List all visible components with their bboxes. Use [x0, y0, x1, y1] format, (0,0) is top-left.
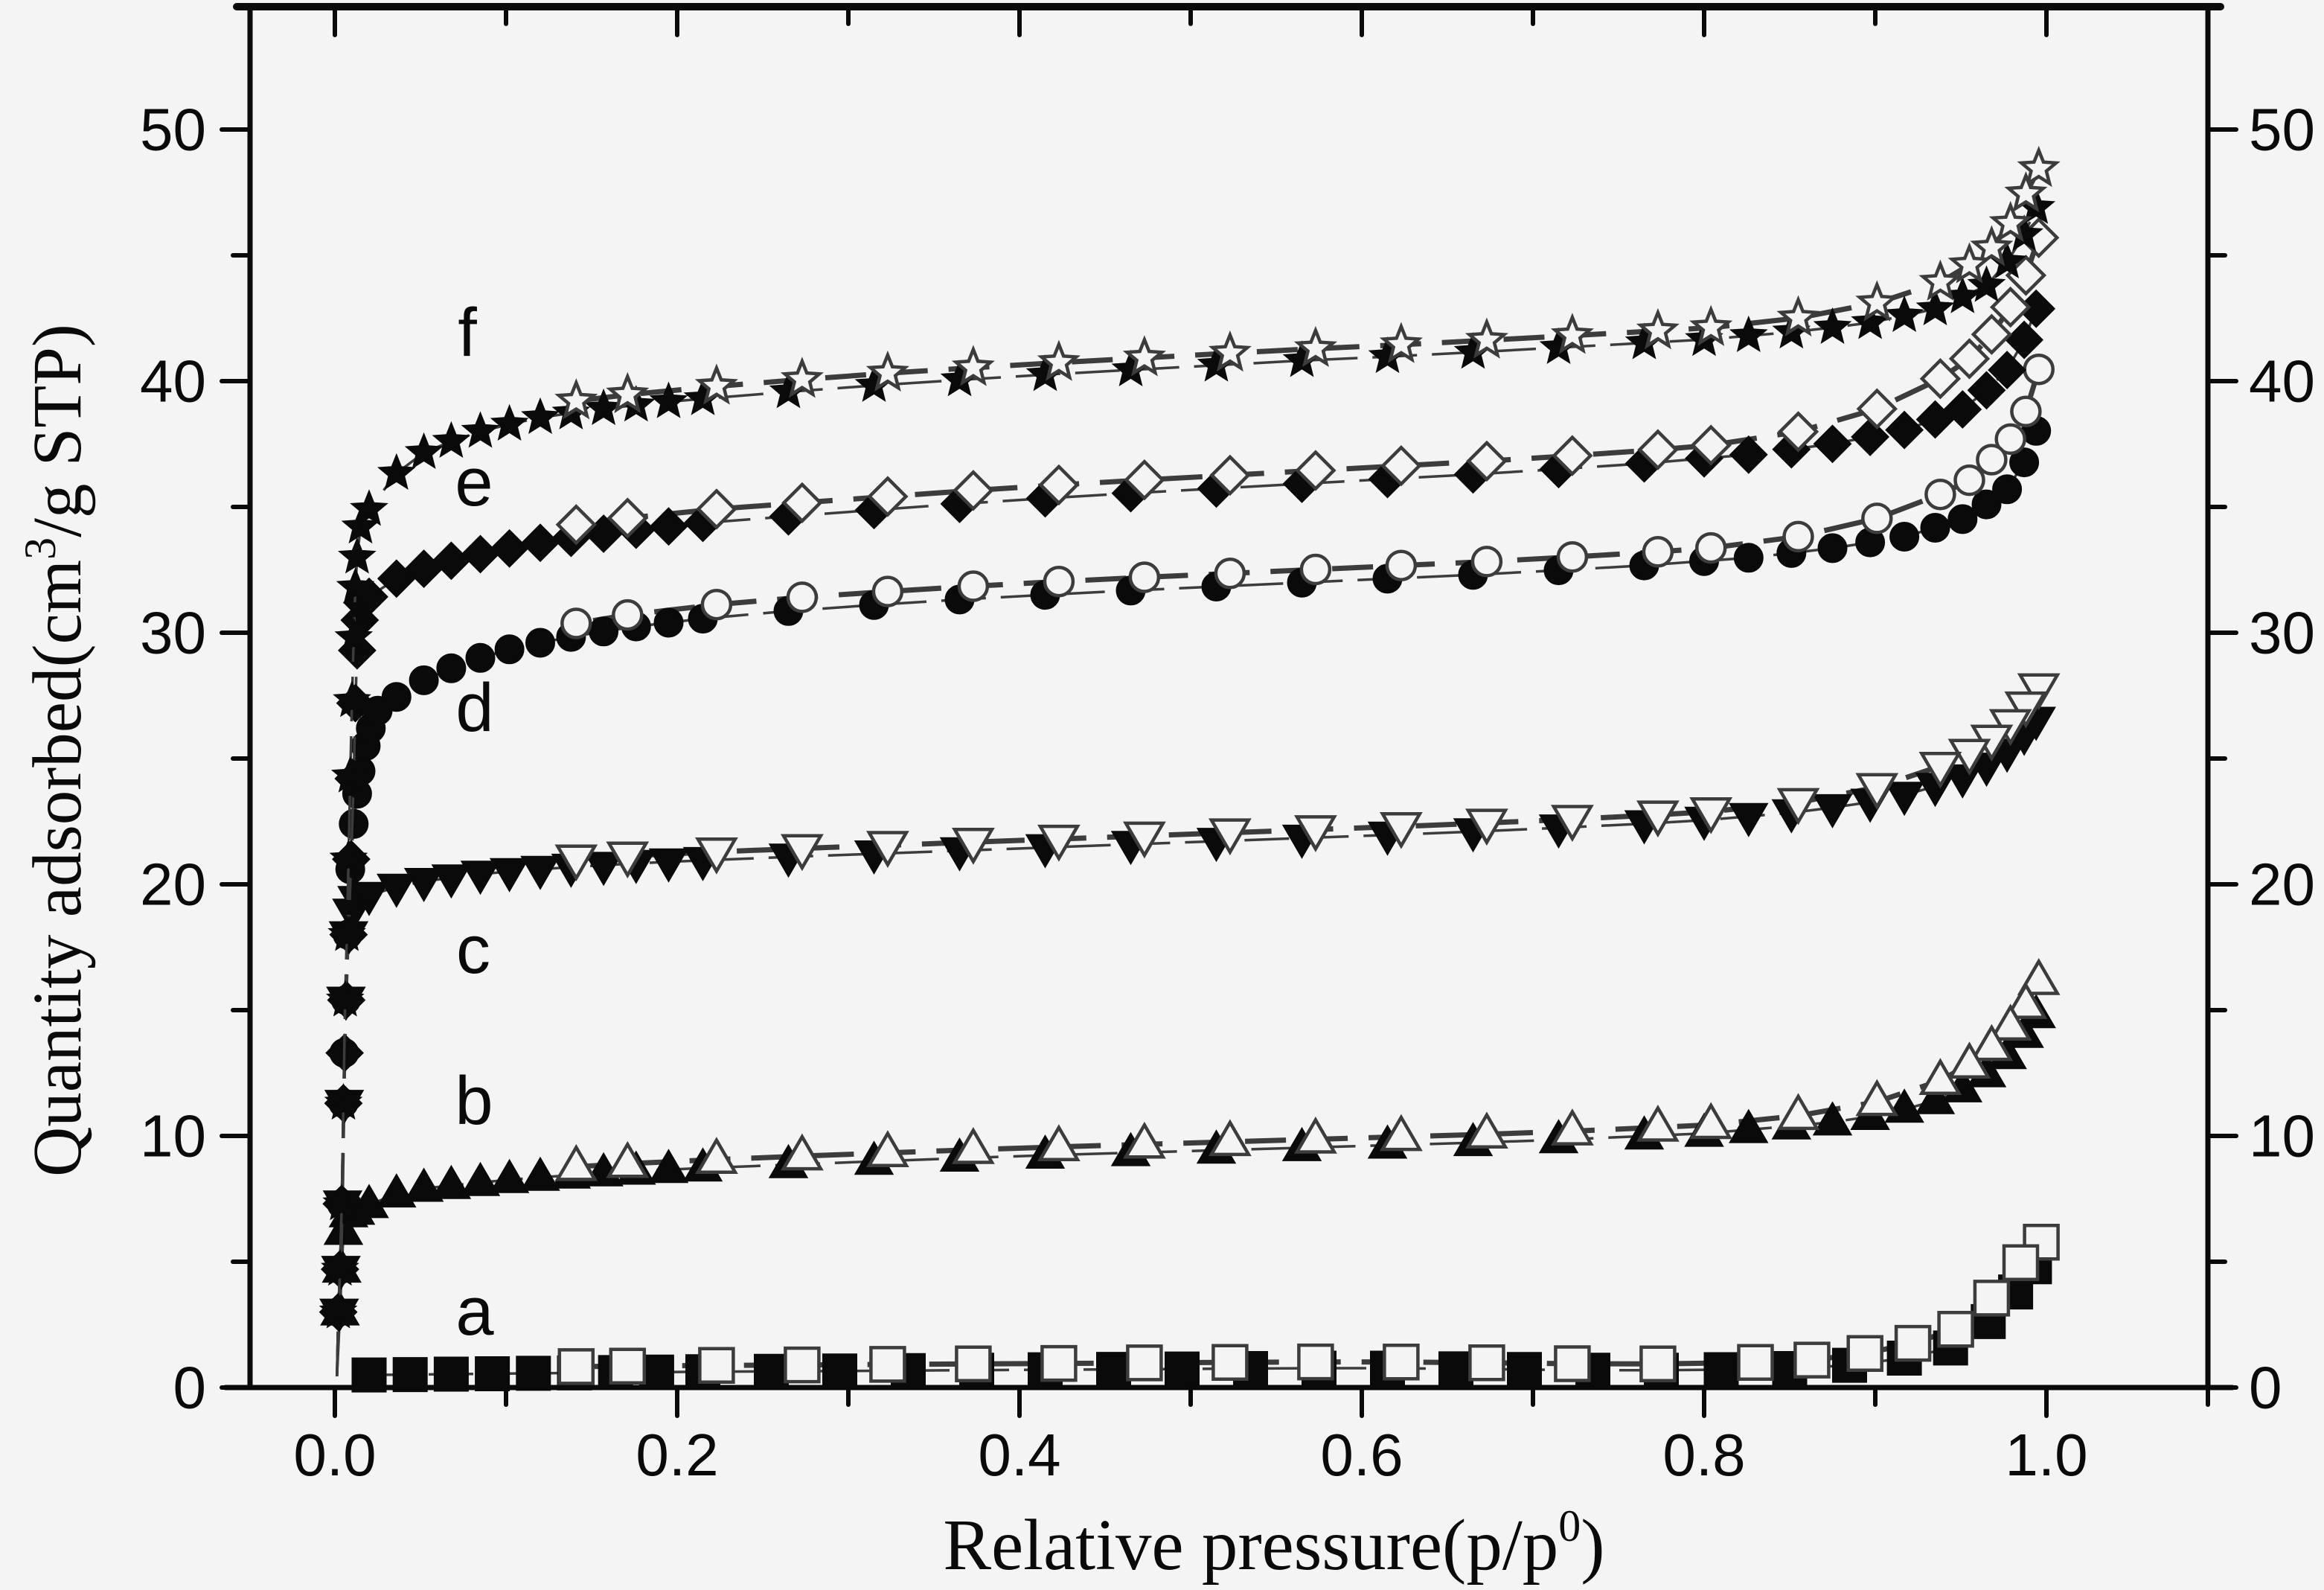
svg-text:40: 40	[2249, 348, 2315, 415]
svg-text:1.0: 1.0	[2005, 1422, 2087, 1488]
svg-text:10: 10	[140, 1103, 206, 1169]
svg-text:0: 0	[2249, 1355, 2282, 1421]
svg-text:Quantity adsorbed(cm3/g STP): Quantity adsorbed(cm3/g STP)	[16, 324, 96, 1177]
svg-text:c: c	[456, 912, 490, 988]
svg-text:a: a	[455, 1274, 494, 1350]
svg-text:0: 0	[173, 1355, 207, 1421]
svg-text:50: 50	[140, 97, 206, 163]
svg-text:20: 20	[2249, 852, 2315, 918]
svg-text:50: 50	[2249, 97, 2315, 163]
svg-text:30: 30	[140, 600, 206, 666]
svg-text:d: d	[455, 670, 493, 746]
svg-text:40: 40	[140, 348, 206, 415]
svg-text:e: e	[455, 444, 493, 520]
svg-text:20: 20	[140, 852, 206, 918]
svg-text:0.2: 0.2	[636, 1422, 718, 1488]
svg-text:f: f	[458, 295, 477, 371]
svg-text:10: 10	[2249, 1103, 2315, 1169]
svg-text:Relative pressure(p/p0): Relative pressure(p/p0)	[943, 1501, 1604, 1585]
svg-text:0.8: 0.8	[1662, 1422, 1745, 1488]
svg-text:0.0: 0.0	[293, 1422, 376, 1488]
svg-text:0.4: 0.4	[978, 1422, 1060, 1488]
svg-text:b: b	[455, 1063, 493, 1139]
svg-text:0.6: 0.6	[1320, 1422, 1403, 1488]
svg-text:30: 30	[2249, 600, 2315, 666]
